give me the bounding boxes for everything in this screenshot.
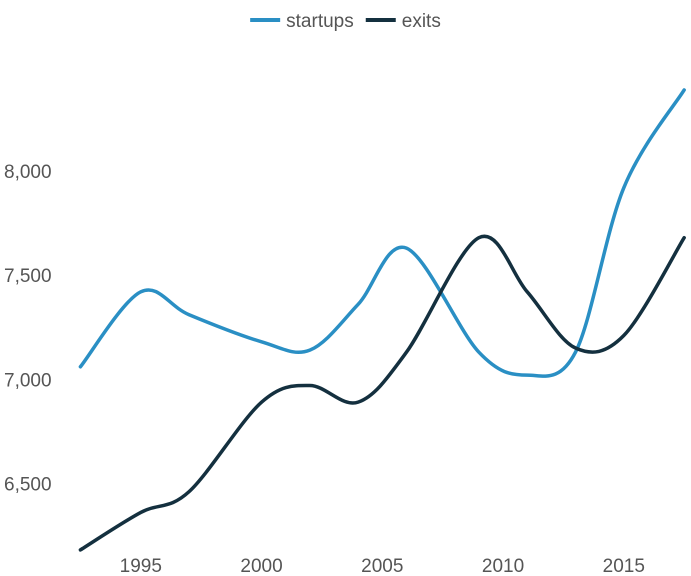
y-axis: 6,500 7,000 7,500 8,000	[4, 162, 52, 495]
chart-legend: startups exits	[250, 11, 441, 32]
legend-item-exits: exits	[365, 11, 441, 32]
y-tick-label: 7,500	[4, 266, 52, 287]
y-tick-label: 8,000	[4, 162, 52, 183]
x-tick-label: 1995	[120, 556, 162, 576]
series-line-exits	[78, 234, 686, 552]
y-tick-label: 7,000	[4, 370, 52, 391]
legend-label: startups	[286, 11, 354, 32]
series-layer	[78, 88, 686, 552]
x-tick-label: 2010	[482, 556, 524, 576]
x-tick-label: 2005	[361, 556, 403, 576]
x-tick-label: 2015	[603, 556, 645, 576]
x-axis: 1995 2000 2005 2010 2015	[120, 556, 645, 576]
legend-item-startups: startups	[250, 11, 354, 32]
legend-label: exits	[402, 11, 441, 32]
series-line-startups	[78, 88, 686, 378]
y-tick-label: 6,500	[4, 474, 52, 495]
x-tick-label: 2000	[240, 556, 282, 576]
